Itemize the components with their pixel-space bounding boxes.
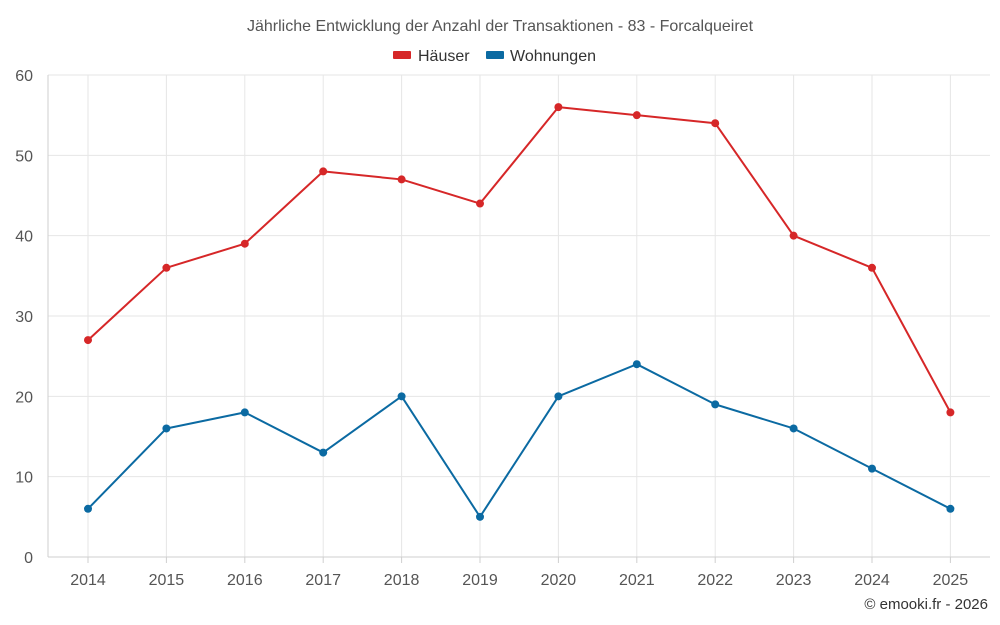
y-axis: 0 10 20 30 40 50 60 [15, 68, 49, 567]
y-tick-label: 0 [24, 550, 33, 567]
data-point [397, 392, 406, 401]
x-tick-label: 2018 [384, 572, 420, 589]
x-tick-label: 2014 [70, 572, 106, 589]
data-point [397, 175, 406, 184]
x-tick-label: 2023 [776, 572, 812, 589]
data-point [554, 392, 563, 401]
x-tick-label: 2016 [227, 572, 263, 589]
legend-swatch [393, 51, 411, 59]
legend: Häuser Wohnungen [393, 48, 596, 65]
data-point [946, 408, 955, 417]
data-point [476, 199, 484, 208]
data-point [711, 400, 720, 409]
y-tick-label: 30 [15, 309, 33, 326]
data-point [476, 512, 484, 521]
data-point [240, 239, 249, 248]
y-tick-label: 50 [15, 148, 33, 165]
legend-swatch [486, 51, 504, 59]
data-point [240, 408, 249, 417]
series-wohnungen [84, 360, 955, 521]
grid-lines [48, 74, 990, 557]
data-point [868, 464, 876, 473]
chart-title: Jährliche Entwicklung der Anzahl der Tra… [247, 18, 754, 35]
data-point [84, 504, 92, 513]
x-tick-label: 2022 [697, 572, 733, 589]
data-point [632, 111, 641, 120]
x-tick-label: 2019 [462, 572, 498, 589]
series-line [87, 106, 952, 413]
series-group [84, 103, 955, 521]
x-tick-label: 2017 [305, 572, 341, 589]
data-point [319, 448, 328, 457]
data-point [789, 424, 798, 433]
data-point [946, 504, 955, 513]
series-line [87, 363, 951, 518]
x-tick-label: 2021 [619, 572, 655, 589]
data-point [84, 336, 92, 345]
data-point [319, 167, 328, 176]
credit-text: © emooki.fr - 2026 [864, 596, 988, 613]
data-point [632, 360, 641, 369]
y-tick-label: 10 [15, 470, 33, 487]
x-tick-label: 2015 [149, 572, 185, 589]
data-point [162, 263, 171, 272]
legend-label: Häuser [418, 48, 470, 65]
data-point [711, 119, 720, 128]
data-point [868, 263, 876, 272]
y-tick-label: 20 [15, 389, 33, 406]
x-tick-label: 2020 [541, 572, 577, 589]
data-point [554, 103, 563, 112]
x-tick-label: 2025 [933, 572, 969, 589]
y-tick-label: 60 [15, 68, 33, 85]
data-point [789, 231, 798, 240]
x-tick-label: 2024 [854, 572, 890, 589]
series-haeuser [84, 103, 955, 417]
legend-label: Wohnungen [510, 48, 596, 65]
x-axis: 2014 2015 2016 2017 2018 2019 2020 2021 2022 2023… [48, 556, 990, 589]
data-point [162, 424, 171, 433]
y-tick-label: 40 [15, 229, 33, 246]
